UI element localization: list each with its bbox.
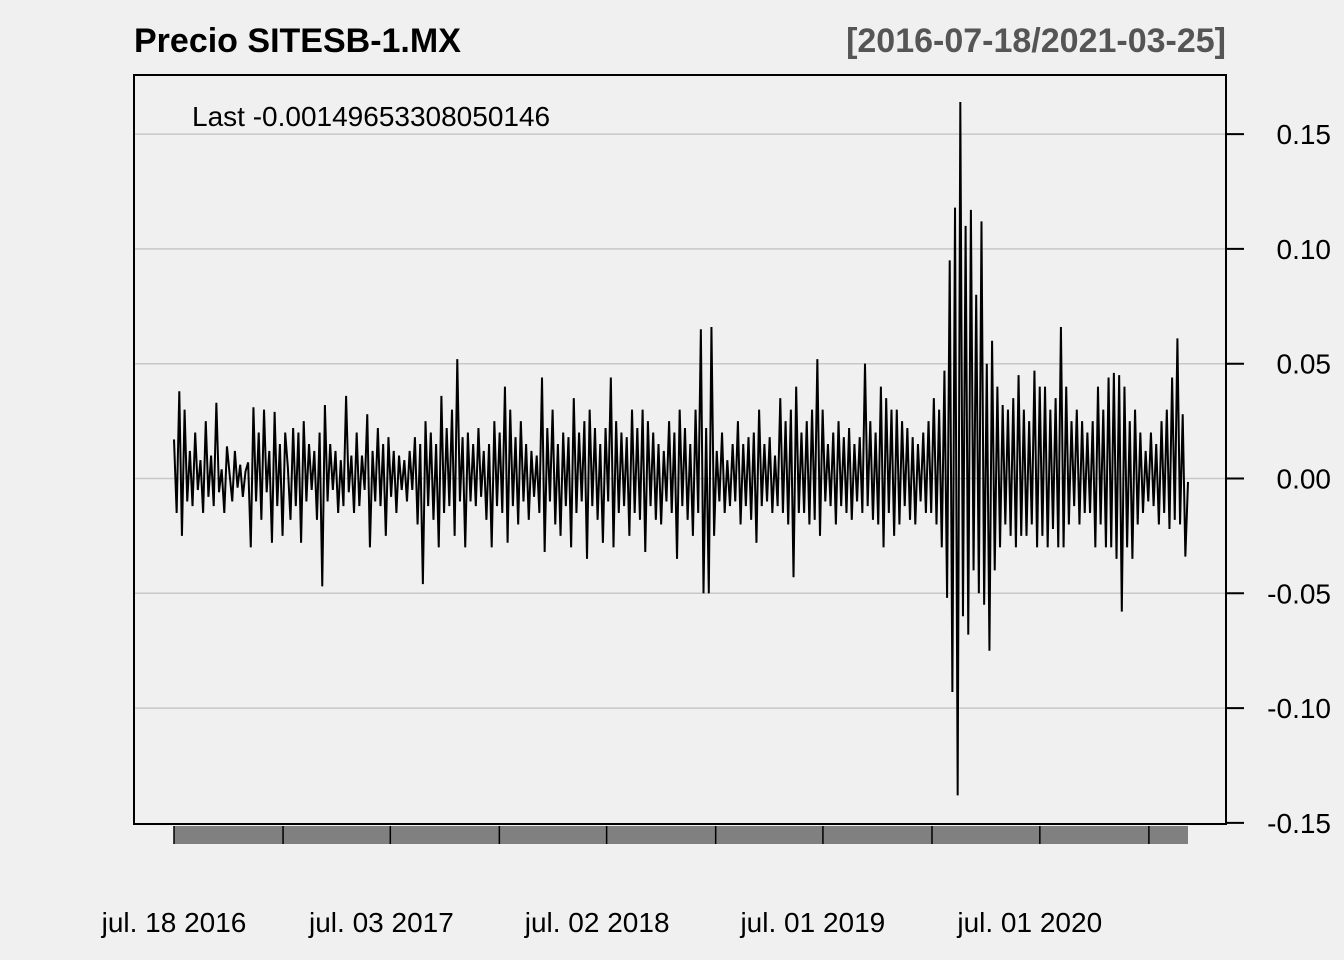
x-tick-label: jul. 01 2019 xyxy=(739,907,885,938)
plot-frame xyxy=(133,74,1227,825)
y-tick-label: 0.10 xyxy=(1277,234,1332,265)
y-tick-label: -0.10 xyxy=(1267,693,1331,724)
x-tick-label: jul. 01 2020 xyxy=(956,907,1102,938)
x-axis-band xyxy=(174,826,1188,844)
y-tick-label: -0.15 xyxy=(1267,808,1331,839)
x-tick-label: jul. 18 2016 xyxy=(101,907,247,938)
series-line xyxy=(173,101,1189,796)
y-tick-label: 0.00 xyxy=(1277,464,1332,495)
x-tick-label: jul. 03 2017 xyxy=(308,907,454,938)
series-layer xyxy=(173,101,1189,796)
y-tick-label: -0.05 xyxy=(1267,578,1331,609)
y-tick-label: 0.05 xyxy=(1277,349,1332,380)
date-range-label: [2016-07-18/2021-03-25] xyxy=(846,22,1226,60)
legend-last-value: Last -0.00149653308050146 xyxy=(192,101,550,132)
y-tick-label: 0.15 xyxy=(1277,119,1332,150)
x-tick-label: jul. 02 2018 xyxy=(524,907,670,938)
chart-title: Precio SITESB-1.MX xyxy=(134,22,461,60)
y-axis: 0.15 0.10 0.05 0.00 -0.05 -0.10 -0.15 xyxy=(1226,119,1331,839)
x-axis: jul. 18 2016 jul. 03 2017 jul. 02 2018 jul.… xyxy=(101,826,1188,938)
